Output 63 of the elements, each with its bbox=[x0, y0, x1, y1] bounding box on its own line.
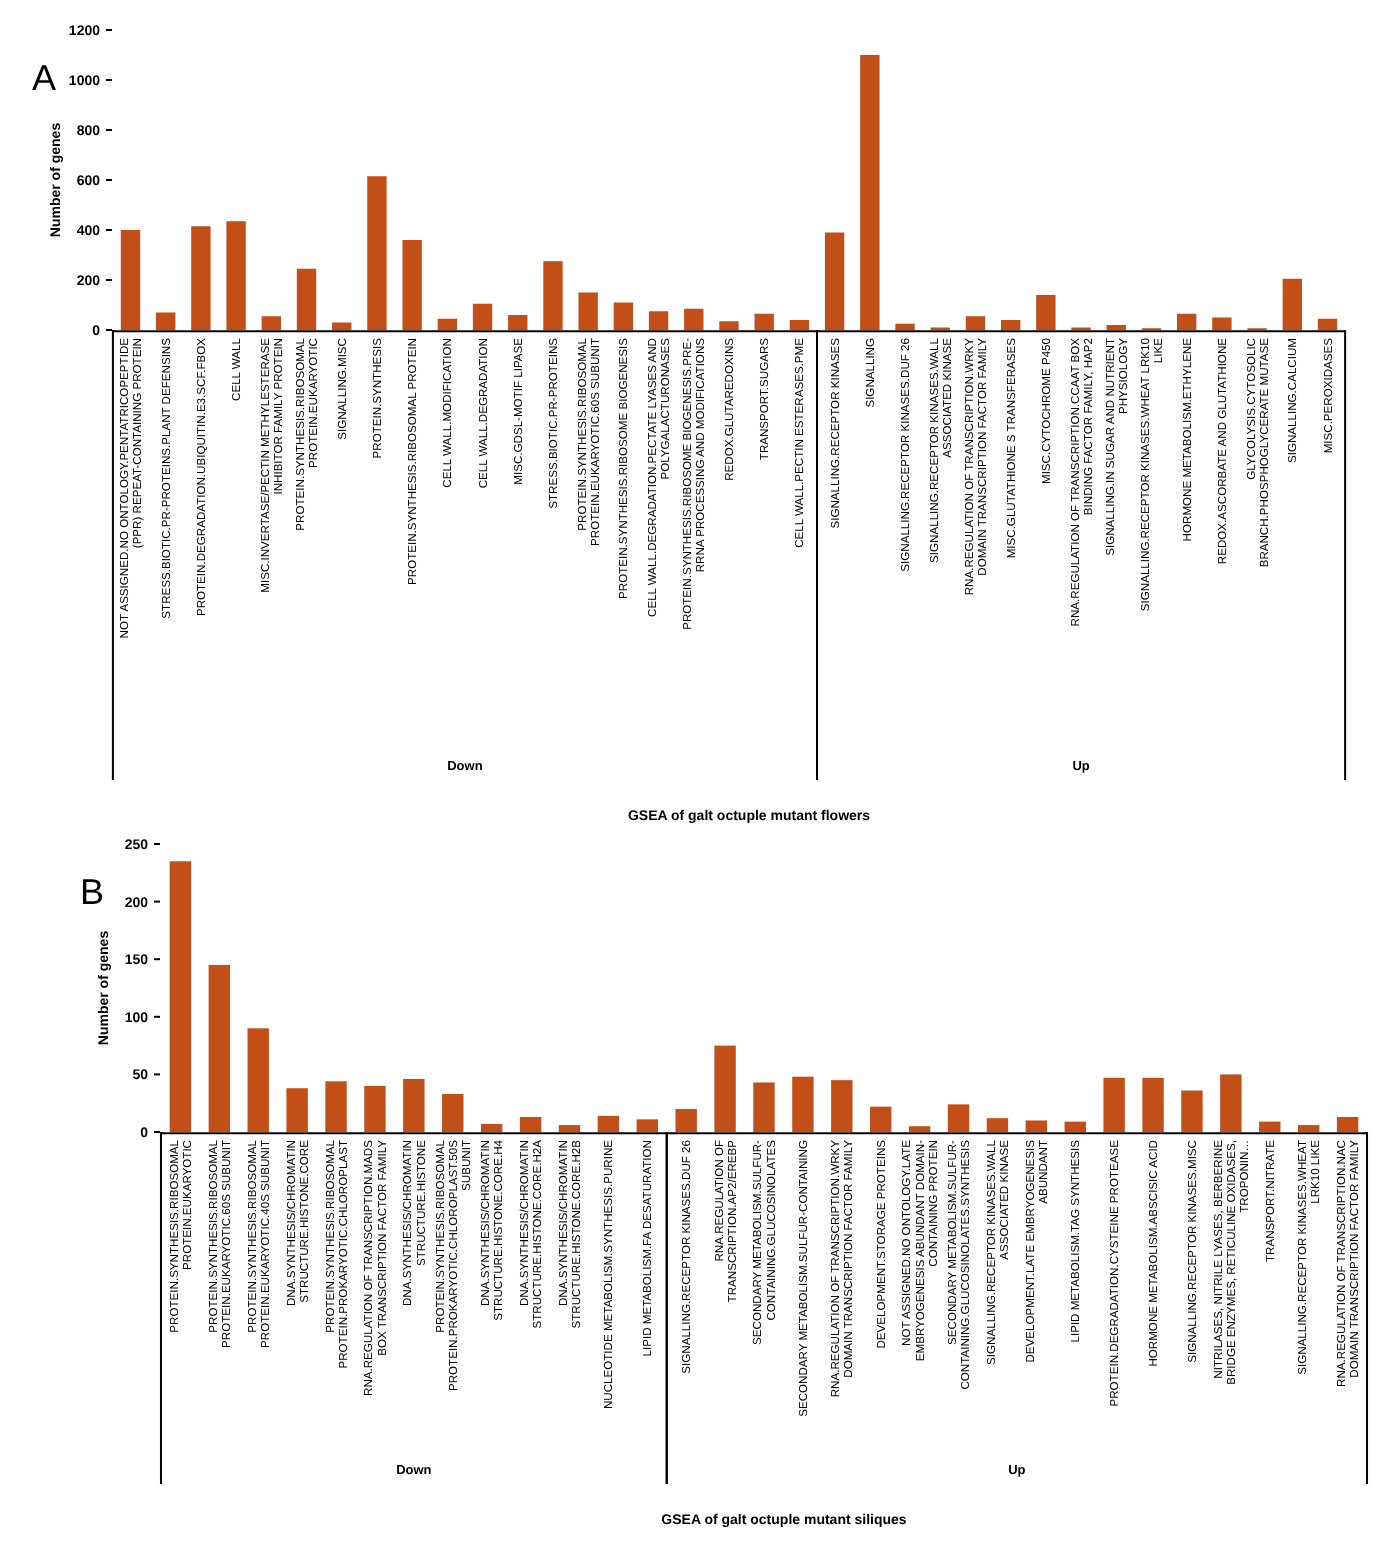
bar bbox=[792, 1076, 814, 1132]
bar bbox=[908, 1126, 931, 1132]
bar bbox=[558, 1125, 581, 1132]
bar bbox=[472, 303, 493, 330]
bar bbox=[1036, 295, 1056, 330]
bar bbox=[719, 321, 739, 330]
bar bbox=[296, 268, 317, 330]
bar bbox=[1297, 1125, 1320, 1132]
bar bbox=[1181, 1090, 1203, 1132]
bar bbox=[247, 1028, 269, 1132]
bar bbox=[648, 311, 669, 330]
bar bbox=[442, 1093, 464, 1132]
text: A bbox=[32, 58, 57, 98]
bar bbox=[226, 221, 246, 330]
bar bbox=[1103, 1077, 1125, 1132]
bar bbox=[965, 316, 986, 330]
bar bbox=[1317, 318, 1338, 330]
text: B bbox=[80, 872, 105, 912]
bar bbox=[684, 308, 704, 330]
bar bbox=[191, 226, 211, 330]
bar bbox=[1220, 1074, 1242, 1132]
bar bbox=[480, 1123, 503, 1132]
bar bbox=[1025, 1120, 1048, 1132]
bar bbox=[789, 320, 810, 330]
bar bbox=[156, 312, 176, 330]
bar bbox=[1000, 320, 1021, 330]
bar bbox=[754, 313, 774, 330]
bar bbox=[870, 1106, 892, 1132]
bar bbox=[1177, 313, 1197, 330]
bar bbox=[1336, 1117, 1359, 1132]
bar bbox=[895, 323, 915, 330]
bar bbox=[1212, 317, 1232, 330]
bar bbox=[519, 1117, 542, 1132]
bar bbox=[824, 232, 845, 330]
bar bbox=[208, 964, 231, 1132]
bar bbox=[986, 1118, 1009, 1132]
bar bbox=[636, 1119, 658, 1132]
bar bbox=[286, 1088, 308, 1132]
bar bbox=[169, 861, 192, 1132]
bar bbox=[508, 315, 528, 330]
bar bbox=[261, 316, 281, 330]
bar bbox=[543, 261, 563, 330]
bar bbox=[675, 1108, 697, 1132]
bar bbox=[578, 292, 598, 330]
bar bbox=[403, 1079, 425, 1132]
bar bbox=[325, 1081, 347, 1132]
bar bbox=[947, 1104, 970, 1132]
bar bbox=[753, 1082, 775, 1132]
bar bbox=[1259, 1121, 1281, 1132]
bar bbox=[1282, 278, 1302, 330]
bar bbox=[597, 1115, 620, 1132]
bar bbox=[714, 1045, 736, 1132]
bar bbox=[402, 240, 422, 330]
bar bbox=[613, 302, 634, 330]
bar bbox=[367, 176, 387, 330]
bar bbox=[860, 55, 880, 330]
bar bbox=[120, 230, 141, 330]
bar bbox=[831, 1080, 853, 1132]
bar bbox=[332, 322, 352, 330]
bar bbox=[437, 318, 458, 330]
bar bbox=[1142, 1077, 1164, 1132]
bar bbox=[1064, 1121, 1086, 1132]
bar bbox=[364, 1085, 386, 1132]
